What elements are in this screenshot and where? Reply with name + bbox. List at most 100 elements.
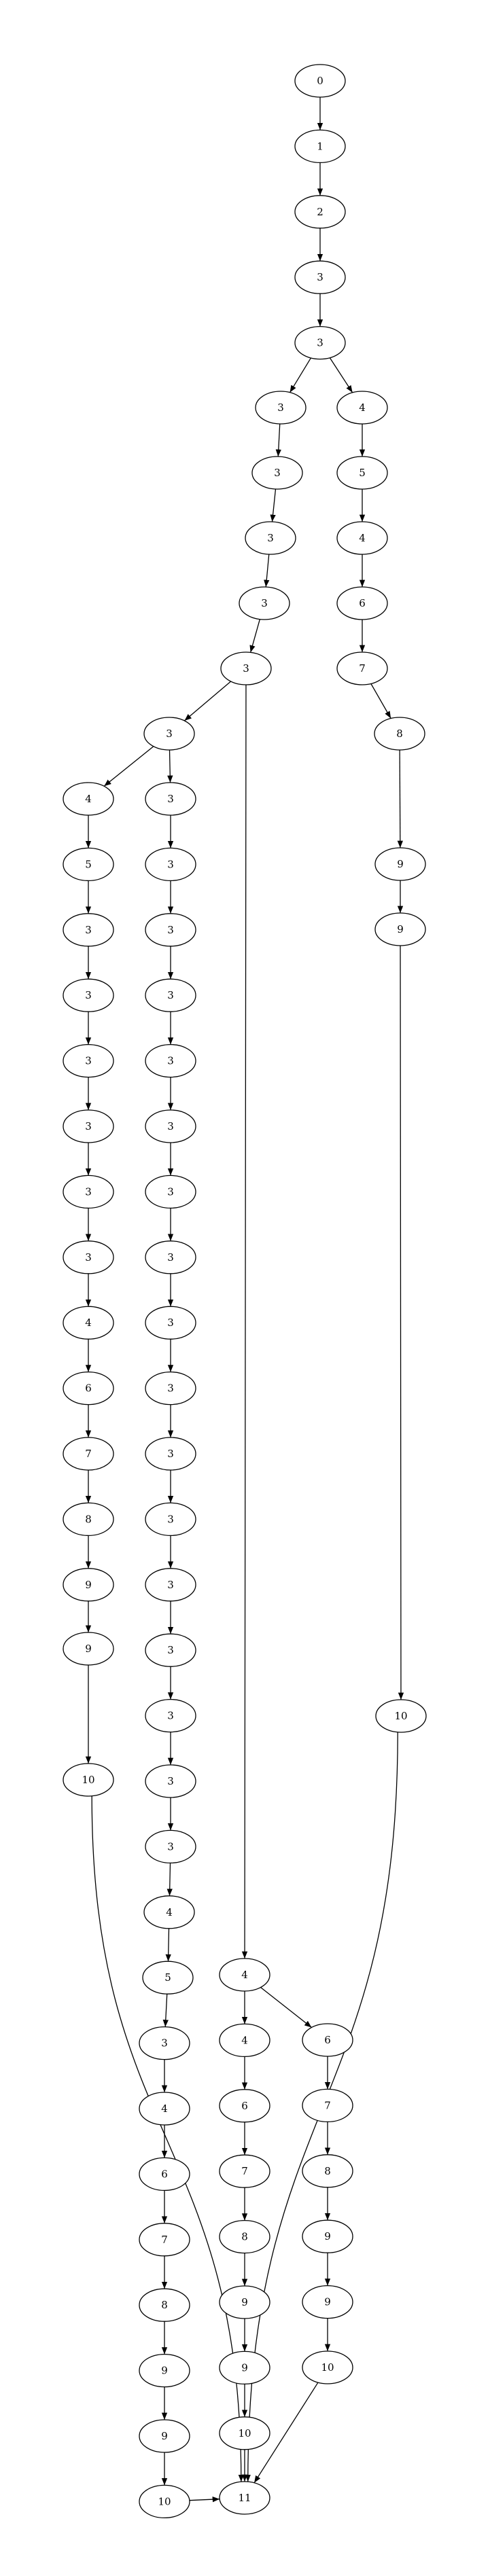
node-ellipse [63, 1109, 114, 1143]
node-label: 3 [85, 1185, 92, 1198]
graph-node: 3 [143, 717, 195, 751]
node-ellipse [145, 1109, 196, 1143]
node-ellipse [374, 847, 426, 881]
node-ellipse [63, 1240, 114, 1274]
node-ellipse [139, 2092, 190, 2126]
graph-node: 3 [139, 2026, 190, 2060]
node-ellipse [302, 2154, 353, 2188]
node-label: 3 [167, 1185, 174, 1198]
node-label: 3 [167, 858, 174, 870]
graph-node: 8 [374, 717, 425, 751]
node-ellipse [63, 1043, 114, 1078]
graph-node: 10 [375, 1699, 427, 1733]
edge-C0-to-D1 [260, 1987, 312, 2028]
node-ellipse [63, 913, 114, 947]
edge-R5-to-R6 [370, 683, 391, 719]
node-ellipse [63, 1568, 114, 1602]
node-ellipse [63, 782, 114, 816]
graph-node: 3 [145, 1633, 196, 1667]
node-label: 4 [241, 2034, 248, 2046]
graph-node: 9 [219, 2350, 270, 2385]
graph-node: 9 [139, 2353, 190, 2388]
node-label: 3 [267, 532, 274, 544]
node-ellipse [294, 64, 346, 98]
node-ellipse [63, 1502, 114, 1537]
node-ellipse [302, 2350, 353, 2384]
node-label: 4 [359, 401, 366, 414]
node-ellipse [374, 912, 426, 946]
node-ellipse [145, 782, 196, 816]
node-ellipse [145, 1306, 196, 1340]
node-label: 9 [324, 2230, 331, 2242]
node-ellipse [255, 391, 307, 425]
edge-a2-to-a3 [270, 488, 277, 522]
node-label: 9 [397, 858, 404, 870]
node-label: 4 [166, 1906, 173, 1918]
node-ellipse [220, 651, 272, 685]
graph-node: 0 [294, 64, 346, 98]
graph-node: 3 [294, 260, 346, 294]
node-label: 3 [167, 1775, 174, 1787]
node-ellipse [145, 1764, 196, 1798]
node-label: 10 [238, 2427, 251, 2439]
node-label: 4 [85, 1317, 92, 1329]
node-label: 3 [167, 1840, 174, 1853]
node-ellipse [145, 1437, 196, 1471]
node-ellipse [139, 2288, 190, 2322]
node-label: 8 [241, 2231, 248, 2243]
graph-node: 3 [145, 1568, 196, 1602]
node-label: 5 [359, 467, 366, 479]
graph-node: 7 [63, 1437, 114, 1471]
node-label: 8 [324, 2165, 331, 2177]
graph-node: 3 [245, 521, 296, 555]
node-label: 4 [359, 532, 366, 544]
node-label: 3 [167, 1251, 174, 1264]
node-label: 3 [167, 1513, 174, 1525]
graph-node: 9 [219, 2285, 270, 2319]
edge-a1-to-a2 [275, 423, 281, 457]
graph-node: 10 [139, 2484, 190, 2519]
edge-M17-to-M18 [167, 1863, 173, 1896]
node-label: 10 [158, 2495, 171, 2507]
node-label: 5 [85, 858, 92, 870]
node-label: 3 [161, 2037, 168, 2050]
node-ellipse [294, 325, 346, 360]
node-label: 9 [85, 1579, 92, 1591]
edge-D6-to-end [253, 2382, 319, 2484]
graph-node: 7 [219, 2154, 270, 2188]
node-label: 3 [317, 271, 323, 283]
graph-node: 3 [63, 1240, 114, 1274]
graph-node: 2 [294, 195, 346, 229]
node-ellipse [63, 1306, 114, 1340]
node-label: 3 [277, 401, 284, 414]
graph-node: 8 [302, 2154, 353, 2188]
graph-node: 10 [219, 2416, 270, 2450]
graph-node: 7 [336, 651, 388, 685]
node-ellipse [294, 129, 346, 164]
node-ellipse [375, 1699, 427, 1733]
graph-node: 9 [139, 2419, 190, 2453]
node-label: 3 [166, 728, 173, 740]
node-ellipse [145, 913, 196, 947]
node-ellipse [245, 521, 296, 555]
node-ellipse [139, 2353, 190, 2388]
node-label: 3 [167, 793, 174, 805]
node-label: 3 [167, 1317, 174, 1329]
graph-node: 9 [63, 1568, 114, 1602]
node-label: 7 [359, 662, 366, 675]
node-ellipse [336, 651, 388, 685]
graph-node: 3 [145, 847, 196, 882]
node-ellipse [143, 717, 195, 751]
graph-node: 3 [145, 1043, 196, 1078]
node-label: 3 [167, 1644, 174, 1656]
graph-node: 3 [145, 1109, 196, 1143]
node-label: 9 [241, 2361, 248, 2374]
node-label: 3 [167, 924, 174, 936]
node-ellipse [139, 2484, 190, 2519]
graph-node: 8 [219, 2219, 270, 2254]
node-label: 6 [161, 2168, 168, 2180]
graph-node: 5 [336, 456, 388, 490]
graph-node: 3 [63, 978, 114, 1012]
graph-node: 9 [302, 2285, 353, 2319]
graph-node: 3 [145, 1240, 196, 1274]
